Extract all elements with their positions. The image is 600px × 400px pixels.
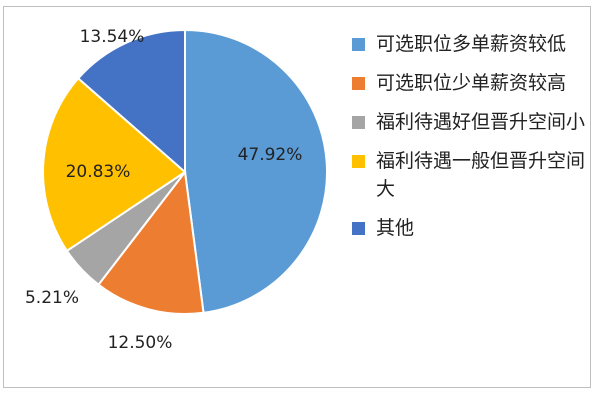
pie-slice [97, 169, 205, 316]
legend-swatch [352, 38, 365, 51]
legend-item: 福利待遇好但晋升空间小 [346, 108, 596, 136]
slice-value-label: 20.83% [66, 162, 131, 182]
pie-slices [42, 28, 329, 316]
pie-slice [42, 76, 187, 253]
legend-swatch [352, 116, 365, 129]
slice-value-label: 12.50% [108, 333, 173, 353]
legend-swatch [352, 155, 365, 168]
pie-slice [76, 28, 186, 175]
legend-swatch [352, 222, 365, 235]
legend-swatch [352, 77, 365, 90]
legend-label: 可选职位少单薪资较高 [376, 72, 567, 94]
slice-value-label: 5.21% [25, 288, 79, 308]
legend-label: 福利待遇好但晋升空间小 [376, 111, 586, 133]
legend-item: 可选职位多单薪资较低 [346, 30, 596, 58]
slice-value-label: 47.92% [238, 145, 303, 165]
legend-label: 其他 [376, 217, 415, 239]
pie-slice [184, 28, 329, 314]
slice-value-label: 13.54% [80, 27, 145, 47]
legend-item: 福利待遇一般但晋升空间大 [346, 147, 596, 203]
legend-label: 福利待遇一般但晋升空间大 [376, 150, 586, 200]
legend-item: 其他 [346, 214, 596, 242]
legend: 可选职位多单薪资较低 可选职位少单薪资较高 福利待遇好但晋升空间小 福利待遇一般… [346, 30, 596, 253]
legend-label: 可选职位多单薪资较低 [376, 33, 567, 55]
pie-value-labels: 47.92% 12.50% 5.21% 20.83% 13.54% [25, 27, 302, 353]
legend-item: 可选职位少单薪资较高 [346, 69, 596, 97]
